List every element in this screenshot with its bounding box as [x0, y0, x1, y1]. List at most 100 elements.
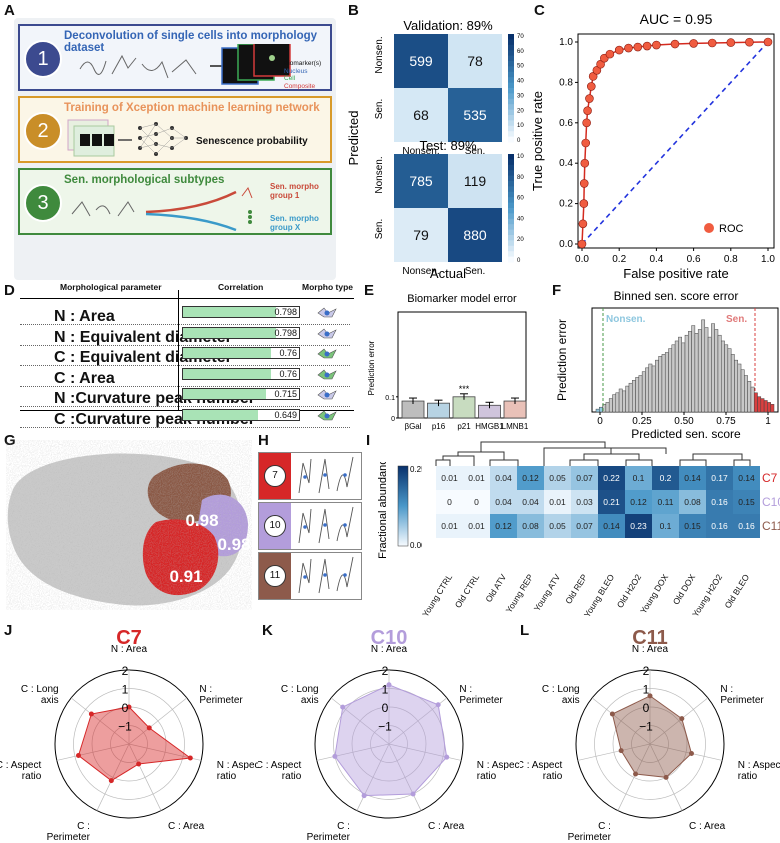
binned-score-chart: Binned sen. score error Nonsen. Sen. 0 0.…: [555, 289, 779, 440]
radar-axis-label: C : Aspect ratio: [258, 760, 302, 782]
radar-point: [332, 753, 338, 759]
binned-bar: [595, 408, 600, 413]
binned-bar: [678, 336, 682, 413]
radar-axis-label: C : Perimeter: [47, 821, 91, 842]
correlation-bar-fill: [183, 327, 276, 338]
roc-ticks: 0.0 0.2 0.4 0.6 0.8 1.0 0.0 0.2 0.4 0.6 0.8 1.0: [559, 37, 775, 265]
binned-bar: [691, 325, 696, 413]
col-class-label: Nonsen.: [402, 146, 439, 157]
cell-morphology-icon: [317, 348, 337, 359]
radar-rtick: 0: [122, 701, 129, 715]
header-parameter: Morphological parameter: [60, 282, 162, 292]
legend-nucleus: Nucleus: [284, 67, 308, 75]
roc-point: [763, 37, 773, 47]
radar-spoke: [128, 697, 188, 745]
roc-point: [581, 138, 591, 148]
cell-morphology-icon: [317, 410, 337, 420]
roc-ytick: 0.4: [559, 158, 573, 169]
correlation-value: 0.76: [279, 368, 297, 379]
binned-bar: [618, 388, 623, 413]
heatmap-colorbar-max: 0.25: [410, 465, 422, 474]
radar-point: [108, 778, 114, 784]
heatmap-cell: 0.04: [517, 490, 544, 514]
validation-colorbar: 700 600 500 400 300 200 100 0: [508, 34, 524, 144]
colorbar-step: [508, 82, 514, 89]
binned-bar: [599, 406, 603, 413]
binned-bar: [724, 344, 729, 413]
correlation-value: 0.649: [274, 409, 297, 420]
panel-label-j: J: [4, 622, 13, 639]
colorbar-step: [508, 109, 514, 116]
binned-xtick: 1: [765, 416, 771, 427]
binned-bar: [740, 369, 745, 413]
binned-xlabel: Predicted sen. score: [631, 427, 741, 440]
heatmap-cell: 0.22: [598, 466, 625, 490]
radar-spoke: [388, 743, 422, 811]
heatmap-cell: 0.12: [625, 490, 652, 514]
heatmap-colorbar-min: 0.00: [410, 541, 422, 550]
binned-bar: [684, 334, 689, 413]
colorbar-step: [508, 251, 514, 258]
binned-bar: [605, 402, 610, 413]
radar-axis-label: C : Perimeter: [568, 821, 612, 842]
biomarker-ylabel: Prediction error: [367, 340, 376, 395]
col-class-label: Sen.: [465, 266, 486, 277]
panel-label-h: H: [258, 432, 269, 449]
colorbar-step: [508, 154, 514, 160]
heatmap-cell: 0.01: [463, 466, 490, 490]
matrix-value: 880: [463, 227, 487, 243]
colorbar-step: [508, 71, 514, 78]
heatmap-cell: 0.01: [436, 466, 463, 490]
binned-bar: [664, 352, 669, 413]
matrix-cell: [448, 208, 502, 262]
colorbar-tick: 700: [517, 34, 524, 40]
correlation-row: C :Curvature peak number 0.649: [20, 405, 350, 428]
binned-bar: [635, 377, 640, 413]
roc-point: [579, 199, 589, 208]
cluster-color-strip: 11: [259, 553, 291, 599]
binned-bar: [641, 371, 646, 413]
heatmap-cell: 0.01: [436, 514, 463, 538]
heatmap-cells: 0.01 0.01 0.04 0.12 0.05 0.07 0.22 0.1 0.2 0.14 0.…: [420, 466, 780, 619]
radar-rtick: 2: [382, 664, 389, 678]
binned-bar: [763, 400, 768, 413]
cell-outline-icons: [298, 556, 354, 594]
colorbar-step: [508, 131, 514, 138]
actual-axis-label: Actual: [430, 266, 466, 281]
radar-point: [126, 704, 132, 710]
heatmap-cell: 0.14: [679, 466, 706, 490]
nonsen-label: Nonsen.: [606, 314, 646, 325]
biomarker-bar: [452, 396, 476, 419]
roc-diagonal: [581, 41, 769, 245]
colorbar-step: [508, 197, 514, 204]
binned-bar: [767, 402, 771, 413]
colorbar-tick: 200: [517, 237, 524, 243]
heatmap-row-label: C10: [762, 495, 780, 509]
biomarker-category: βGal: [404, 422, 421, 431]
legend-biomarker: Biomarker(s): [284, 60, 322, 67]
matrix-value: 78: [467, 53, 483, 69]
binned-xtick: 0.50: [674, 416, 694, 427]
roc-ytick: 0.2: [559, 199, 573, 210]
radar-axis-label: C : Area: [689, 821, 726, 832]
roc-point: [583, 106, 592, 115]
colorbar-step: [508, 88, 514, 94]
colorbar-step: [508, 77, 514, 84]
test-title: Test: 89%: [419, 138, 477, 153]
matrix-value: 68: [413, 107, 429, 123]
radar-rtick: 1: [382, 683, 389, 697]
correlation-value: 0.798: [274, 327, 297, 338]
step-1-illustration: [79, 44, 291, 85]
heatmap-colorbar-label: Fractional abundance: [377, 462, 389, 559]
radar-rtick: 1: [643, 683, 650, 697]
roc-ytick: 0.6: [559, 118, 573, 129]
validation-title: Validation: 89%: [403, 18, 493, 33]
colorbar-step: [508, 50, 514, 57]
step-3-title: Sen. morphological subtypes: [64, 174, 225, 186]
colorbar-step: [508, 191, 514, 198]
radar-spoke: [649, 697, 709, 745]
heatmap-dendrogram: [435, 441, 751, 466]
colorbar-step: [508, 159, 514, 166]
correlation-bar: 0.798: [182, 306, 300, 318]
